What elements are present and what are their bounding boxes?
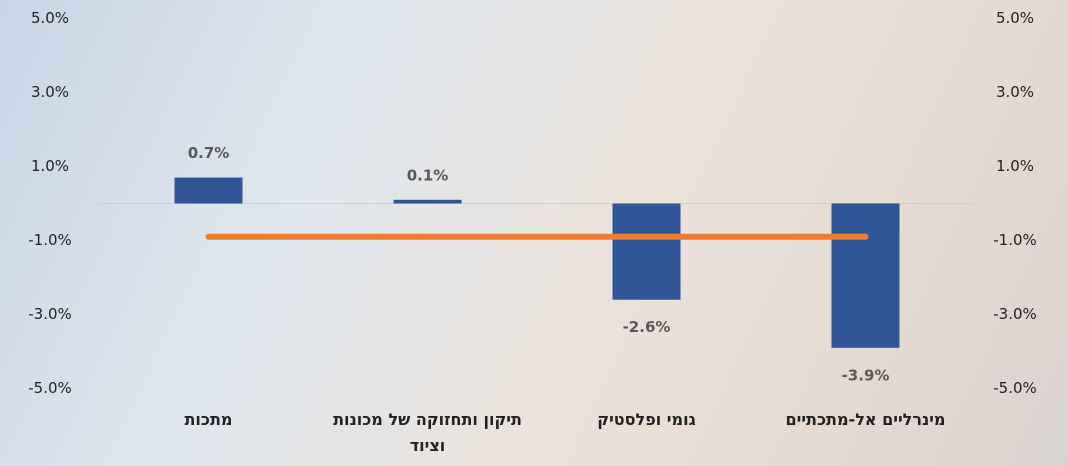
y-tick-label: 3.0% [31, 83, 69, 101]
y-tick-label: 1.0% [31, 157, 69, 175]
value-label: -2.6% [623, 318, 671, 336]
y2-tick-label: -1.0% [993, 231, 1037, 249]
value-label: 0.7% [188, 144, 230, 162]
value-label: -3.9% [842, 366, 890, 384]
chart: 5.0% 3.0% 1.0% -1.0% -3.0% -5.0% 5.0% 3.0% 1.0% -… [0, 0, 1068, 466]
bar [394, 200, 462, 204]
bar [613, 204, 681, 300]
x-tick-label: מינרליים אל-מתכתיים [766, 407, 966, 433]
y-tick-label: 5.0% [31, 9, 69, 27]
y2-tick-label: 5.0% [996, 9, 1034, 27]
value-label: 0.1% [407, 166, 449, 184]
bar [832, 204, 900, 348]
y-tick-label: -1.0% [28, 231, 72, 249]
x-tick-label: גומי ופלסטיק [547, 407, 747, 433]
y-tick-label: -5.0% [28, 379, 72, 397]
chart-svg: 5.0% 3.0% 1.0% -1.0% -3.0% -5.0% 5.0% 3.0% 1.0% -… [0, 0, 1068, 466]
y2-tick-label: 3.0% [996, 83, 1034, 101]
y-tick-label: -3.0% [28, 305, 72, 323]
x-tick-label: מתכות [109, 407, 309, 433]
bar [175, 178, 243, 204]
y2-tick-label: 1.0% [996, 157, 1034, 175]
x-tick-label: תיקון ותחזוקה של מכונות וציוד [328, 407, 528, 459]
y2-tick-label: -3.0% [993, 305, 1037, 323]
y2-tick-label: -5.0% [993, 379, 1037, 397]
